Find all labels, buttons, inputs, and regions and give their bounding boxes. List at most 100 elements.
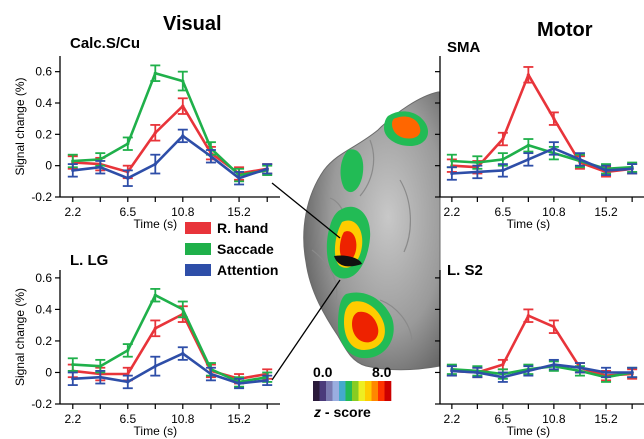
data-point — [209, 154, 213, 158]
panel-title: L. LG — [70, 252, 108, 269]
panel-calc-s-cu: Calc.S/Cu -0.2 0 0.2 0.4 0.6 2.2 6.5 10.8 15.2 Tim… — [13, 35, 280, 231]
series-attention — [67, 128, 273, 187]
x-tick-label: 15.2 — [594, 412, 618, 426]
x-axis-label: Time (s) — [134, 217, 178, 231]
data-point — [237, 381, 241, 386]
series-r-hand — [446, 66, 638, 178]
data-point — [526, 143, 530, 147]
panel-title: Calc.S/Cu — [70, 35, 140, 52]
y-tick-label: 0.6 — [35, 271, 52, 285]
data-point — [265, 378, 269, 382]
data-point — [501, 168, 505, 172]
data-point — [181, 307, 185, 312]
activation-blob — [340, 149, 364, 193]
data-point — [126, 348, 130, 352]
colorbar-cell — [345, 381, 353, 401]
series-line — [72, 352, 268, 385]
legend-swatch-attention — [185, 264, 211, 276]
data-point — [71, 362, 75, 367]
y-axis-label: Signal change (%) — [13, 77, 27, 175]
x-tick-label: 6.5 — [495, 412, 512, 426]
data-point — [501, 375, 505, 379]
connector-line — [271, 182, 341, 239]
panel-l-s2: L. S2 2.2 6.5 10.8 15.2 Time (s) — [435, 262, 644, 438]
x-tick-label: 2.2 — [444, 412, 461, 426]
colorbar-cell — [365, 381, 372, 401]
x-tick-label: 10.8 — [171, 205, 195, 219]
data-point — [552, 325, 556, 329]
data-point — [181, 351, 185, 356]
y-tick-label: -0.2 — [31, 190, 52, 204]
colorbar-cell — [378, 381, 385, 401]
data-point — [126, 176, 130, 180]
data-point — [181, 79, 185, 83]
activation-blob — [352, 311, 379, 343]
motor-title: Motor — [537, 19, 593, 41]
series-line — [72, 134, 268, 180]
x-tick-label: 2.2 — [64, 412, 81, 426]
data-point — [450, 369, 454, 373]
y-tick-label: 0 — [45, 159, 52, 173]
data-point — [153, 364, 157, 368]
data-point — [181, 104, 185, 108]
panel-sma: SMA 2.2 6.5 10.8 15.2 Time (s) — [435, 39, 644, 231]
data-point — [71, 377, 75, 381]
x-axis-label: Time (s) — [507, 217, 551, 231]
activation-blob — [392, 116, 421, 139]
series-line — [72, 312, 268, 381]
x-tick-label: 6.5 — [119, 205, 136, 219]
x-tick-label: 10.8 — [542, 412, 566, 426]
y-tick-label: 0.4 — [35, 96, 52, 110]
series-line — [451, 73, 633, 174]
data-point — [604, 168, 608, 172]
data-point — [630, 370, 634, 375]
series-saccade — [67, 288, 273, 388]
data-point — [153, 293, 157, 297]
y-axis-label: Signal change (%) — [13, 288, 27, 386]
colorbar: 0.0 8.0 z - score — [313, 364, 392, 420]
y-tick-label: 0.2 — [35, 334, 52, 348]
series-attention — [67, 346, 273, 390]
series-line — [451, 147, 633, 175]
data-point — [98, 375, 102, 379]
colorbar-label-rest: - score — [321, 404, 371, 420]
data-point — [153, 131, 157, 135]
colorbar-cell — [326, 381, 333, 401]
data-point — [181, 134, 185, 138]
legend-label-attention: Attention — [217, 262, 278, 278]
x-tick-label: 15.2 — [227, 205, 251, 219]
data-point — [153, 326, 157, 330]
panel-l-lg: L. LG -0.2 0 0.2 0.4 0.6 2.2 6.5 10.8 15.2 Time (s… — [13, 252, 280, 438]
data-point — [265, 167, 269, 171]
legend-swatch-r-hand — [185, 222, 211, 234]
data-point — [526, 314, 530, 318]
colorbar-cell — [319, 381, 327, 401]
y-tick-label: 0 — [45, 365, 52, 379]
x-tick-label: 10.8 — [171, 412, 195, 426]
colorbar-min-label: 0.0 — [313, 364, 333, 380]
y-tick-label: 0.4 — [35, 302, 52, 316]
y-tick-label: -0.2 — [31, 397, 52, 411]
data-point — [475, 370, 479, 375]
data-point — [450, 171, 454, 176]
data-point — [126, 380, 130, 384]
series-line — [72, 104, 268, 175]
series-line — [72, 71, 268, 177]
data-point — [526, 369, 530, 373]
data-point — [71, 168, 75, 172]
data-point — [71, 159, 75, 163]
data-point — [630, 167, 634, 171]
visual-title: Visual — [163, 13, 222, 35]
colorbar-cell — [384, 381, 392, 401]
colorbar-cell — [332, 381, 340, 401]
series-attention — [446, 358, 638, 383]
y-tick-label: 0.6 — [35, 65, 52, 79]
x-tick-label: 6.5 — [119, 412, 136, 426]
series-saccade — [446, 138, 638, 175]
data-point — [209, 372, 213, 376]
data-point — [98, 364, 102, 368]
colorbar-cell — [358, 381, 366, 401]
data-point — [552, 146, 556, 151]
activation-blob — [339, 231, 357, 261]
data-point — [501, 157, 505, 161]
